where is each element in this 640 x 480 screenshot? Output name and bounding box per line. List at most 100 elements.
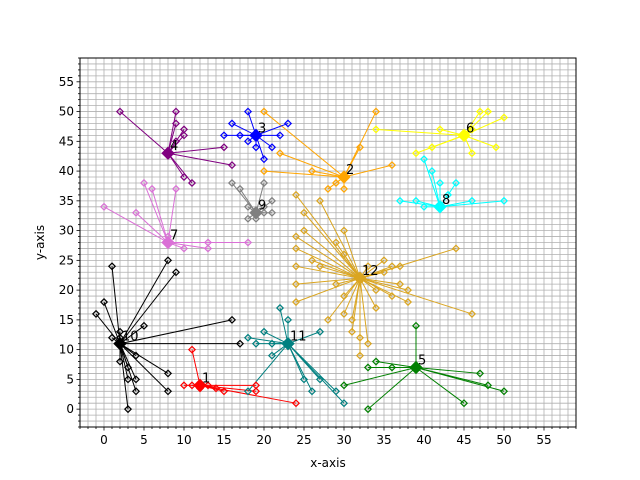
cluster-5-point xyxy=(459,399,469,408)
cluster-12-connector xyxy=(359,278,369,344)
cluster-10-point xyxy=(91,309,101,318)
cluster-11-point xyxy=(331,387,341,396)
cluster-10-point xyxy=(115,357,125,366)
cluster-5-point xyxy=(339,381,349,390)
cluster-12-point xyxy=(387,292,397,301)
cluster-1-point xyxy=(203,381,213,390)
cluster-9-point xyxy=(243,214,253,223)
cluster-12-point xyxy=(299,208,309,217)
cluster-2-point xyxy=(339,184,349,193)
cluster-10-point xyxy=(163,387,173,396)
cluster-1-label: 1 xyxy=(202,371,210,386)
cluster-12-point xyxy=(291,262,301,271)
cluster-4-point xyxy=(179,131,189,140)
cluster-3-point xyxy=(243,107,253,116)
cluster-12-connector xyxy=(303,212,361,279)
cluster-10-connector xyxy=(119,343,169,374)
cluster-11-point xyxy=(307,387,317,396)
cluster-11-point xyxy=(315,375,325,384)
cluster-11-point xyxy=(259,327,269,336)
cluster-10-point xyxy=(139,321,149,330)
cluster-7-point xyxy=(131,208,141,217)
cluster-2-point xyxy=(387,161,397,170)
cluster-11-point xyxy=(283,315,293,324)
cluster-4-point xyxy=(179,172,189,182)
cluster-6-point xyxy=(475,107,485,116)
cluster-12-point xyxy=(347,315,357,324)
cluster-2-point xyxy=(275,149,285,158)
y-tick-label: 25 xyxy=(59,253,74,267)
cluster-3-connector xyxy=(255,122,289,136)
cluster-12-connector xyxy=(295,277,361,303)
y-tick-label: 45 xyxy=(59,134,74,148)
cluster-8-point xyxy=(451,178,461,188)
cluster-1-connector xyxy=(199,384,257,392)
cluster-7-point xyxy=(179,244,189,253)
cluster-1-point xyxy=(179,381,189,390)
cluster-12-point xyxy=(291,190,301,199)
cluster-5-center xyxy=(409,360,423,375)
cluster-2-connector xyxy=(343,164,393,178)
cluster-centers xyxy=(113,128,471,393)
cluster-12-connector xyxy=(295,265,361,279)
y-ticks: 0 5 10 15 20 25 30 35 40 45 50 55 xyxy=(59,57,80,428)
x-tick-label: 25 xyxy=(296,433,311,447)
cluster-3-point xyxy=(235,131,245,140)
cluster-9-point xyxy=(259,208,269,217)
cluster-2-point xyxy=(307,167,317,176)
cluster-12-point xyxy=(403,297,413,307)
cluster-12-connector xyxy=(295,247,361,279)
cluster-6-point xyxy=(371,125,381,134)
cluster-12-point xyxy=(339,226,349,235)
cluster-9-point xyxy=(259,178,269,188)
y-tick-label: 15 xyxy=(59,313,74,327)
cluster-11-center xyxy=(281,336,295,351)
cluster-10-point xyxy=(123,363,133,372)
cluster-12-point xyxy=(355,351,365,360)
cluster-11-point xyxy=(315,327,325,336)
cluster-12-point xyxy=(331,238,341,247)
cluster-10-connector xyxy=(119,343,169,392)
cluster-3-point xyxy=(227,119,237,128)
x-tick-label: 40 xyxy=(416,433,431,447)
cluster-2-point xyxy=(331,178,341,188)
cluster-8-point xyxy=(467,196,477,205)
cluster-7-connector xyxy=(167,242,209,249)
cluster-7-label: 7 xyxy=(170,229,178,244)
cluster-11-point xyxy=(243,387,253,396)
cluster-4-connector xyxy=(119,111,169,154)
connector-lines xyxy=(95,111,505,410)
cluster-10-center xyxy=(113,336,127,351)
cluster-7-connector xyxy=(167,188,177,243)
y-tick-label: 55 xyxy=(59,75,74,89)
cluster-8-label: 8 xyxy=(442,193,450,208)
cluster-2-point xyxy=(259,107,269,116)
cluster-4-connector xyxy=(167,152,193,184)
cluster-12-connector xyxy=(303,230,361,279)
cluster-12-point xyxy=(315,196,325,205)
cluster-2-point xyxy=(355,143,365,152)
x-tick-label: 35 xyxy=(376,433,391,447)
cluster-4-label: 4 xyxy=(170,139,178,154)
cluster-2-label: 2 xyxy=(346,163,354,178)
cluster-5-point xyxy=(483,381,493,390)
cluster-5-point xyxy=(411,321,421,330)
cluster-10-point xyxy=(235,339,245,348)
cluster-12-point xyxy=(371,286,381,295)
cluster-4-point xyxy=(171,119,181,128)
cluster-6-connector xyxy=(463,111,489,136)
cluster-10-point xyxy=(107,333,117,342)
cluster-9-point xyxy=(243,202,253,211)
cluster-3-point xyxy=(243,137,253,146)
cluster-12-point xyxy=(307,256,317,265)
cluster-5-point xyxy=(363,405,373,414)
cluster-11-point xyxy=(299,375,309,384)
y-axis-label: y-axis xyxy=(33,225,47,260)
y-tick-label: 0 xyxy=(66,402,74,416)
cluster-6-connector xyxy=(463,134,497,148)
cluster-1-point xyxy=(251,387,261,396)
cluster-6-center xyxy=(457,128,471,143)
cluster-5-connector xyxy=(343,366,417,386)
cluster-8-center xyxy=(433,200,447,214)
cluster-6-point xyxy=(491,143,501,152)
